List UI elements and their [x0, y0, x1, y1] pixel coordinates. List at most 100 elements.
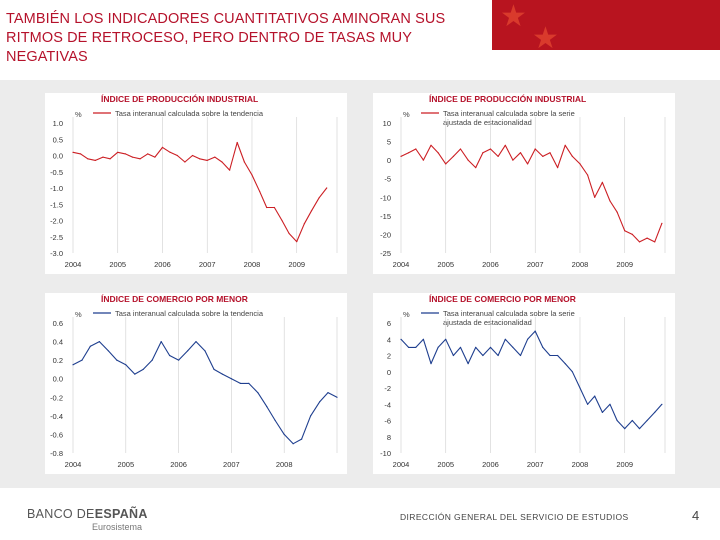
data-point [482, 152, 484, 154]
data-point [400, 338, 402, 340]
data-point [400, 155, 402, 157]
data-point [408, 152, 410, 154]
data-point [564, 144, 566, 146]
data-point [646, 419, 648, 422]
y-tick-label: -10 [380, 449, 391, 458]
data-point [169, 151, 171, 153]
data-point [638, 241, 641, 243]
series-line [400, 144, 663, 243]
data-point [631, 419, 633, 422]
data-point [98, 341, 100, 343]
data-point [288, 232, 290, 235]
data-point [151, 359, 153, 361]
data-point [161, 146, 164, 148]
x-tick-label: 2004 [65, 460, 82, 469]
data-point [147, 153, 149, 155]
data-point [482, 354, 484, 357]
chart-panel-1: ÍNDICE DE PRODUCCIÓN INDUSTRIAL% Tasa int… [45, 93, 347, 274]
y-tick-label: 0.5 [53, 135, 63, 144]
data-point [102, 156, 104, 158]
x-tick-label: 2008 [572, 460, 589, 469]
data-point [134, 373, 136, 375]
data-point [266, 206, 268, 209]
x-tick-label: 2007 [199, 260, 216, 269]
data-point [542, 155, 544, 157]
data-point [422, 338, 424, 340]
y-tick-label: -4 [384, 400, 391, 409]
data-point [124, 153, 126, 155]
x-tick-label: 2006 [154, 260, 171, 269]
unit-label: % [403, 110, 410, 119]
chart-title: ÍNDICE DE COMERCIO POR MENOR [429, 294, 576, 304]
data-point [497, 155, 499, 157]
data-point [206, 159, 208, 161]
data-point [301, 438, 303, 440]
data-point [199, 158, 201, 160]
data-point [557, 354, 559, 357]
logo-bold-text: ESPAÑA [94, 507, 148, 521]
data-point [654, 241, 656, 243]
y-tick-label: -2 [384, 384, 391, 393]
data-point [601, 411, 603, 413]
y-tick-label: -3.0 [50, 249, 63, 258]
slide-title: TAMBIÉN LOS INDICADORES CUANTITATIVOS AM… [6, 11, 446, 65]
data-point [213, 368, 215, 370]
series-line [72, 141, 328, 243]
y-tick-label: -0.2 [50, 393, 63, 402]
chart-3-svg: ÍNDICE DE COMERCIO POR MENOR% Tasa intera… [50, 294, 338, 469]
data-point [527, 163, 529, 165]
data-point [281, 219, 283, 222]
y-tick-label: 5 [387, 138, 391, 147]
data-point [646, 237, 648, 239]
data-point [310, 415, 312, 417]
data-point [221, 161, 223, 163]
x-tick-label: 2006 [170, 460, 187, 469]
data-point [661, 222, 663, 224]
data-point [310, 210, 313, 212]
y-tick-label: -25 [380, 249, 391, 258]
data-point [184, 161, 186, 163]
x-tick-label: 2005 [437, 260, 454, 269]
data-point [303, 223, 305, 225]
x-tick-label: 2009 [616, 260, 633, 269]
data-point [125, 364, 127, 366]
y-tick-label: -5 [384, 175, 391, 184]
data-point [512, 346, 514, 348]
data-point [624, 428, 626, 430]
data-point [571, 155, 573, 157]
x-tick-label: 2005 [109, 260, 126, 269]
x-tick-label: 2008 [244, 260, 261, 269]
data-point [408, 346, 410, 348]
x-tick-label: 2004 [393, 260, 410, 269]
chart-panel-2: ÍNDICE DE PRODUCCIÓN INDUSTRIAL% Tasa int… [373, 93, 675, 274]
data-point [504, 144, 506, 146]
data-point [654, 411, 656, 413]
data-point [178, 359, 180, 361]
data-point [94, 159, 96, 161]
y-tick-label: 10 [383, 119, 391, 128]
data-point [527, 338, 529, 340]
chart-panel-4: ÍNDICE DE COMERCIO POR MENOR% Tasa intera… [373, 293, 675, 474]
bank-logo: BANCO DEESPAÑA [27, 507, 148, 521]
data-point [609, 403, 611, 405]
x-tick-label: 2007 [527, 460, 544, 469]
legend-label: Tasa interanual calculada sobre la tende… [115, 109, 264, 118]
data-point [504, 338, 506, 340]
y-tick-label: -15 [380, 212, 391, 221]
footer [0, 488, 720, 540]
x-tick-label: 2009 [616, 460, 633, 469]
x-tick-label: 2009 [288, 260, 305, 269]
data-point [534, 148, 536, 150]
data-point [459, 148, 462, 150]
data-point [587, 174, 589, 176]
data-point [459, 346, 462, 348]
data-point [415, 148, 417, 150]
y-tick-label: 0.0 [53, 375, 63, 384]
data-point [549, 354, 551, 357]
x-tick-label: 2005 [437, 460, 454, 469]
y-tick-label: 0.4 [53, 338, 63, 347]
data-point [445, 338, 447, 340]
data-point [273, 206, 275, 209]
data-point [248, 382, 250, 384]
data-point [437, 346, 439, 348]
